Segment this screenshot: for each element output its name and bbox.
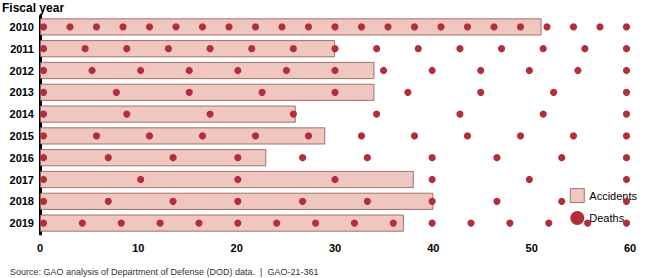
svg-text:2016: 2016 (10, 152, 34, 164)
svg-text:2012: 2012 (10, 65, 34, 77)
svg-text:2011: 2011 (10, 43, 34, 55)
svg-text:10: 10 (132, 242, 144, 254)
svg-text:2013: 2013 (10, 86, 34, 98)
svg-text:Accidents: Accidents (589, 190, 637, 202)
svg-text:20: 20 (231, 242, 243, 254)
svg-text:2018: 2018 (10, 195, 34, 207)
svg-text:60: 60 (624, 242, 636, 254)
svg-text:Fiscal year: Fiscal year (2, 1, 64, 15)
svg-text:50: 50 (526, 242, 538, 254)
svg-text:0: 0 (37, 242, 43, 254)
svg-text:2014: 2014 (10, 108, 35, 120)
svg-text:2019: 2019 (10, 217, 34, 229)
svg-text:30: 30 (329, 242, 341, 254)
svg-text:40: 40 (427, 242, 439, 254)
svg-text:2017: 2017 (10, 174, 34, 186)
svg-text:2015: 2015 (10, 130, 34, 142)
svg-text:Source: GAO analysis of Depart: Source: GAO analysis of Department of De… (10, 267, 318, 277)
svg-text:Deaths: Deaths (589, 212, 624, 224)
svg-text:2010: 2010 (10, 21, 34, 33)
